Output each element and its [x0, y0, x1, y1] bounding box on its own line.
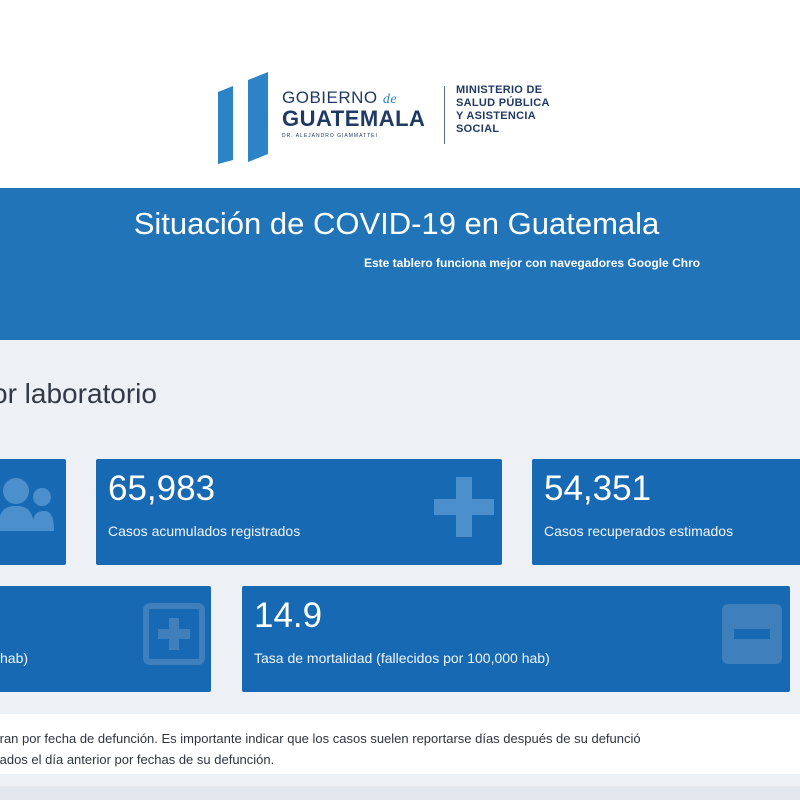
minus-box-icon — [722, 604, 782, 664]
government-logo: GOBIERNO de GUATEMALA DR. ALEJANDRO GIAM… — [216, 70, 586, 165]
accumulated-cases-value: 65,983 — [108, 469, 216, 508]
recovered-cases-label: Casos recuperados estimados — [544, 523, 734, 539]
note-line-2: tados el día anterior por fechas de su d… — [0, 752, 275, 767]
mortality-rate-label: Tasa de mortalidad (fallecidos por 100,0… — [254, 650, 550, 666]
ministry-name: MINISTERIO DE SALUD PÚBLICA Y ASISTENCIA… — [456, 84, 596, 136]
logo-divider — [444, 86, 445, 144]
ministry-line: SALUD PÚBLICA — [456, 97, 550, 109]
logo-guatemala-text: GUATEMALA — [282, 106, 426, 131]
plus-box-icon — [143, 603, 205, 665]
header: GOBIERNO de GUATEMALA DR. ALEJANDRO GIAM… — [0, 0, 800, 188]
bottom-strip — [0, 786, 800, 800]
note-box — [0, 714, 800, 774]
people-icon — [0, 478, 54, 531]
ministry-line: SOCIAL — [456, 123, 500, 135]
card-rate-partial[interactable]: hab) — [0, 586, 211, 692]
card-mortality-rate[interactable]: 14.9 Tasa de mortalidad (fallecidos por … — [242, 586, 790, 692]
note-text: tran por fecha de defunción. Es importan… — [0, 728, 800, 770]
section-title: or laboratorio — [0, 378, 157, 409]
logo-president-text: DR. ALEJANDRO GIAMMATTEI — [282, 133, 378, 139]
card-accumulated-cases[interactable]: 65,983 Casos acumulados registrados — [96, 459, 502, 565]
ministry-line: Y ASISTENCIA — [456, 110, 537, 122]
banner-title: Situación de COVID-19 en Guatemala — [133, 206, 660, 241]
plus-icon — [434, 477, 494, 537]
logo-gobierno-text: GOBIERNO — [282, 88, 378, 107]
dashboard-banner: Situación de COVID-19 en Guatemala Este … — [0, 188, 800, 340]
card-people[interactable] — [0, 459, 66, 565]
note-line-1: tran por fecha de defunción. Es importan… — [0, 731, 641, 746]
mortality-rate-value: 14.9 — [254, 596, 323, 635]
banner-subtitle: Este tablero funciona mejor con navegado… — [364, 256, 701, 270]
logo-de-text: de — [382, 92, 398, 107]
ministry-line: MINISTERIO DE — [456, 84, 543, 96]
logo-bars-icon — [218, 72, 268, 164]
rate-partial-label: hab) — [0, 650, 29, 666]
card-recovered-cases[interactable]: 54,351 Casos recuperados estimados — [532, 459, 800, 565]
accumulated-cases-label: Casos acumulados registrados — [108, 523, 301, 539]
recovered-cases-value: 54,351 — [544, 469, 652, 508]
